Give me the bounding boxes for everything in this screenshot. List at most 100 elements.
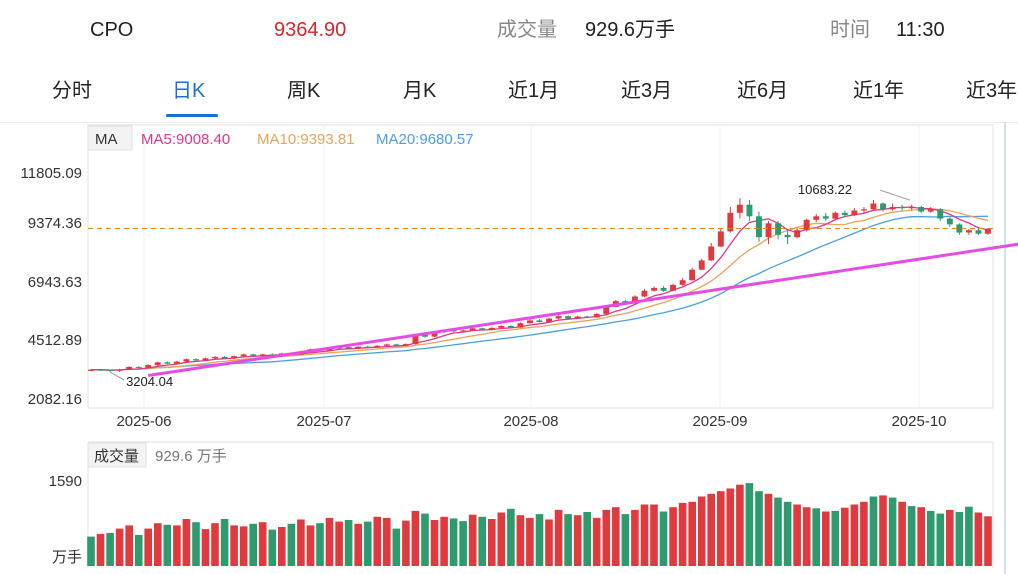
min-label-leader [109,371,125,381]
tab-1-year[interactable]: 近1年 [853,80,905,102]
volume-bar [468,514,477,566]
candle [154,362,161,366]
candle [116,369,123,371]
candle [918,207,925,212]
candle [374,345,381,348]
candle [135,366,142,368]
volume-bar [325,517,334,566]
candle [412,334,419,345]
y-tick-0: 11805.09 [21,165,82,182]
ma10-line [90,208,989,371]
ma-legend-box[interactable] [87,125,133,151]
candle [507,326,514,328]
candle [603,306,610,314]
candle [469,328,476,331]
tab-intraday[interactable]: 分时 [52,80,92,102]
tab-3-months[interactable]: 近3月 [621,80,673,102]
candle [975,230,982,234]
candle [889,207,896,210]
trend-line [148,242,1018,377]
candle [402,344,409,346]
tab-weekly-k[interactable]: 周K [287,80,321,102]
volume-bar [163,524,172,566]
tab-3-years[interactable]: 近3年 [966,80,1018,102]
volume-bar [879,495,887,566]
ma-legend-label: MA [95,131,118,148]
tab-daily-k[interactable]: 日K [172,80,206,102]
candle [345,347,352,349]
candle [861,209,867,211]
candle [431,332,438,337]
volume-bar [125,525,133,566]
volume-legend-box[interactable] [87,442,147,468]
candle [145,365,152,368]
candle [632,296,638,304]
candle [517,323,524,328]
symbol-name: CPO [90,19,134,41]
volume-bar [449,518,458,566]
tab-monthly-k[interactable]: 月K [403,80,437,102]
candle [574,316,581,319]
candle [488,327,495,330]
volume-bar [888,497,897,566]
ma5-legend: MA5:9008.40 [141,131,230,148]
x-tick-0: 2025-06 [116,413,171,430]
candle [870,203,877,210]
volume-bar [392,528,401,566]
volume-bar [316,523,324,566]
candle [736,204,743,213]
volume-bar [373,516,382,566]
volume-bar [726,488,735,566]
candle [670,284,676,291]
x-tick-1: 2025-07 [296,413,351,430]
volume-bar [115,528,124,566]
volume-bar [211,523,219,566]
volume-bar [106,532,114,566]
volume-bar [812,508,820,566]
volume-bar [239,526,248,566]
candle [756,216,762,238]
volume-bar [297,519,305,566]
volume-bar [841,507,849,566]
volume-bar [478,516,486,566]
volume-bar [526,517,534,566]
volume-bar [621,514,630,566]
volume-bar [669,507,677,566]
candle [584,316,591,318]
candle [985,228,991,234]
candle [221,356,228,359]
volume-bar [535,514,544,566]
candle [364,346,371,348]
volume-bars [87,483,992,566]
tab-1-month[interactable]: 近1月 [508,80,560,102]
volume-bar [201,529,210,566]
volume-bar [583,512,591,566]
time-label: 时间 [830,19,870,41]
volume-bar [831,510,840,566]
volume-y-tick: 1590 [49,473,82,490]
candle [555,316,562,319]
volume-bar [154,523,162,566]
volume-unit: 万手 [52,549,82,566]
candle [641,290,648,297]
candle [651,287,657,291]
candle [498,326,505,328]
volume-bar [745,483,754,566]
candle [527,320,533,324]
candle [259,354,266,356]
tab-6-months[interactable]: 近6月 [737,80,789,102]
candle [784,234,791,238]
volume-bar [545,519,553,566]
volume-bar [650,504,658,566]
candle [822,216,829,219]
candle [841,212,848,216]
candle [202,358,209,361]
volume-bar [736,484,744,566]
volume-bar [516,515,525,566]
candle [927,209,934,212]
volume-bar [860,501,868,566]
volume-bar [344,520,353,566]
volume-bar [907,506,916,566]
volume-value: 929.6万手 [585,19,676,41]
